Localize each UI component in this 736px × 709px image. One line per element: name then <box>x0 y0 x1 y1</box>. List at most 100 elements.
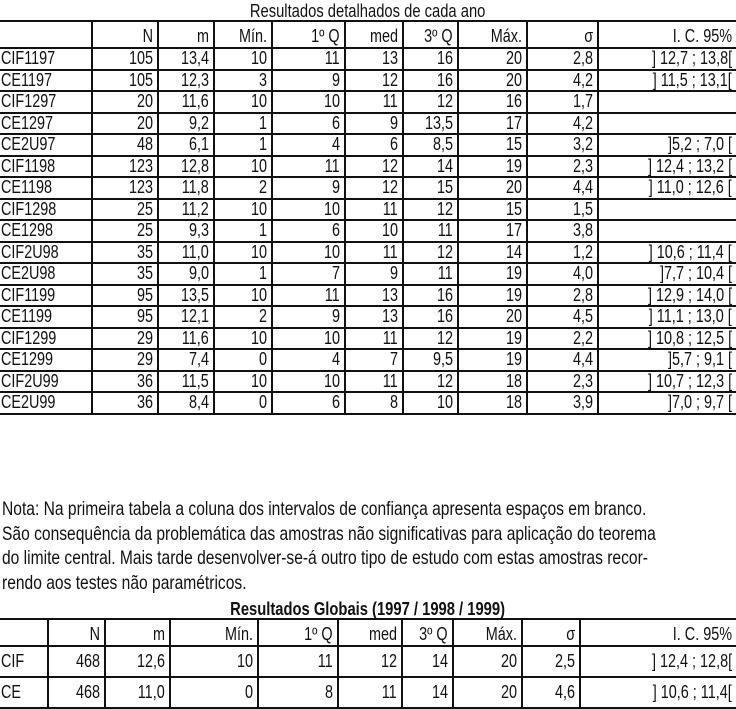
table-cell: 10 <box>213 284 272 307</box>
cell-value: 25 <box>136 220 153 241</box>
cell-value: 10 <box>250 241 267 262</box>
table-cell: 1,5 <box>526 198 598 221</box>
cell-value: 4,5 <box>572 306 593 327</box>
table-cell: 16 <box>402 284 458 307</box>
row-label: CIF1197 <box>0 48 92 71</box>
cell-value: 9 <box>331 69 340 90</box>
cell-value: 14 <box>505 241 522 262</box>
cell-value: 12 <box>436 327 453 348</box>
table-cell: 12,1 <box>157 306 214 329</box>
table-cell: 12,3 <box>157 69 214 92</box>
cell-value: 11,2 <box>182 198 209 219</box>
table-cell: 13 <box>344 284 403 307</box>
cell-value: 8 <box>324 682 333 702</box>
cell-value: 123 <box>128 155 153 176</box>
table-row: CIF1299 29 11,6 10 10 11 12 19 2,2] 10,8 ; 12,5 … <box>0 327 736 350</box>
table-cell: 16 <box>402 48 458 71</box>
table-cell: 48 <box>91 134 158 157</box>
column-header: I. C. 95% <box>597 21 736 49</box>
table-cell: ]5,7 ; 9,1 [ <box>597 349 736 372</box>
table-cell: 10 <box>213 48 272 71</box>
cell-value: 10 <box>250 284 267 305</box>
table-cell: 8,5 <box>402 134 458 157</box>
column-header: Máx. <box>457 21 527 49</box>
cell-value: 13 <box>381 306 398 327</box>
cell-value: 20 <box>500 651 517 671</box>
table-cell: ] 12,7 ; 13,8[ <box>597 48 736 71</box>
cell-value: 2 <box>258 306 267 327</box>
table-cell: 20 <box>91 112 158 135</box>
cell-value: 16 <box>505 91 522 112</box>
row-label: CE <box>0 677 48 709</box>
table-cell: 2 <box>213 306 272 329</box>
note-line: Nota: Na primeira tabela a coluna dos in… <box>2 498 647 520</box>
table-cell: 9,5 <box>402 349 458 372</box>
table-cell: 7 <box>344 349 403 372</box>
column-header: 3º Q <box>402 21 458 49</box>
cell-value: CE1197 <box>1 69 52 90</box>
cell-value: 8,5 <box>432 134 453 155</box>
cell-value: 11 <box>325 48 340 69</box>
cell-value: 1,5 <box>572 198 593 219</box>
cell-value: CE <box>1 682 22 702</box>
table-cell: 19 <box>457 263 527 286</box>
table-cell: 9 <box>344 112 403 135</box>
cell-value: 6 <box>331 392 340 413</box>
cell-value: 11 <box>383 241 398 262</box>
table-cell: 12 <box>344 177 403 200</box>
column-header-text: I. C. 95% <box>672 26 732 46</box>
table-cell: 35 <box>91 241 158 264</box>
column-header-text: Mín. <box>224 624 253 644</box>
table-cell: 19 <box>457 284 527 307</box>
table-cell: 9 <box>271 69 345 92</box>
table-cell: ] 10,6 ; 11,4[ <box>579 677 736 709</box>
table-cell: 95 <box>91 284 158 307</box>
table-cell: 2,2 <box>526 327 598 350</box>
column-header: σ <box>521 619 580 647</box>
table-cell: 11,2 <box>157 198 214 221</box>
cell-value: 10 <box>323 370 340 391</box>
table-cell: 25 <box>91 198 158 221</box>
row-label: CE2U98 <box>0 263 92 286</box>
table-cell: 2,8 <box>526 284 598 307</box>
table-row: CE2U99 36 8,4 0 6 8 10 18 3,9]7,0 ; 9,7 [ <box>0 392 736 415</box>
table-cell: 14 <box>401 646 453 678</box>
cell-value: 12 <box>381 69 398 90</box>
table-cell: 10 <box>271 241 345 264</box>
cell-value: 12 <box>380 651 397 671</box>
cell-value: 9,5 <box>432 349 453 370</box>
cell-value: 14 <box>431 651 448 671</box>
column-header: 1º Q <box>271 21 345 49</box>
column-header: 1º Q <box>257 619 338 647</box>
cell-value: 29 <box>136 349 153 370</box>
table-cell: 9 <box>344 263 403 286</box>
cell-value: 4,2 <box>572 112 593 133</box>
table2-title-text: Resultados Globais (1997 / 1998 / 1999) <box>230 599 506 619</box>
cell-value: 13,5 <box>180 284 209 305</box>
cell-value: 10 <box>250 155 267 176</box>
cell-value: 12,6 <box>136 651 165 671</box>
cell-value: CE1299 <box>1 349 54 370</box>
cell-value: 10 <box>236 651 253 671</box>
cell-value: 13 <box>381 48 398 69</box>
row-label: CE1298 <box>0 220 92 243</box>
cell-value: 9,2 <box>188 112 209 133</box>
table-cell: 468 <box>47 646 105 678</box>
column-header-text: Máx. <box>485 624 517 644</box>
cell-value: 20 <box>505 306 522 327</box>
cell-value: 19 <box>505 263 522 284</box>
table-cell: 20 <box>452 677 522 709</box>
table-cell: 12 <box>402 327 458 350</box>
table-cell: 17 <box>457 220 527 243</box>
cell-value: 12 <box>436 198 453 219</box>
cell-value: 1,2 <box>572 241 593 262</box>
table-cell: 8 <box>257 677 338 709</box>
column-header: med <box>337 619 402 647</box>
table-cell: 10 <box>344 220 403 243</box>
table-cell: ] 10,6 ; 11,4 [ <box>597 241 736 264</box>
table1-body: CIF1197 105 13,4 10 11 13 16 20 2,8] 12,7 ; 13,8… <box>0 48 736 415</box>
column-header-text: σ <box>566 624 575 644</box>
cell-value: 15 <box>505 134 522 155</box>
cell-value: 468 <box>75 651 100 671</box>
